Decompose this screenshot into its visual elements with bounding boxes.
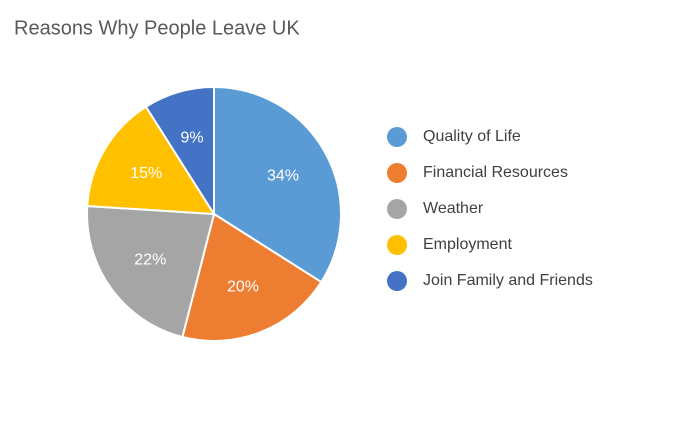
pie-slice (144, 85, 215, 218)
pie-slice (86, 204, 216, 339)
legend-text: Join Family and Friends (423, 272, 593, 289)
legend-swatch (387, 235, 407, 255)
chart-title: Reasons Why People Leave UK (14, 17, 300, 39)
pie-slice (181, 212, 323, 342)
legend-text: Employment (423, 236, 512, 253)
slice-label: 22% (134, 252, 166, 269)
slice-label: 15% (130, 165, 162, 182)
legend-swatch (387, 199, 407, 219)
legend-text: Quality of Life (423, 128, 521, 145)
slice-label: 9% (180, 130, 203, 147)
pie-slice (86, 105, 216, 216)
legend-text: Financial Resources (423, 164, 568, 181)
legend-swatch (387, 163, 407, 183)
legend-swatch (387, 127, 407, 147)
slice-label: 34% (267, 167, 299, 184)
legend-text: Weather (423, 200, 484, 217)
legend-swatch (387, 271, 407, 291)
slice-label: 20% (227, 278, 259, 295)
